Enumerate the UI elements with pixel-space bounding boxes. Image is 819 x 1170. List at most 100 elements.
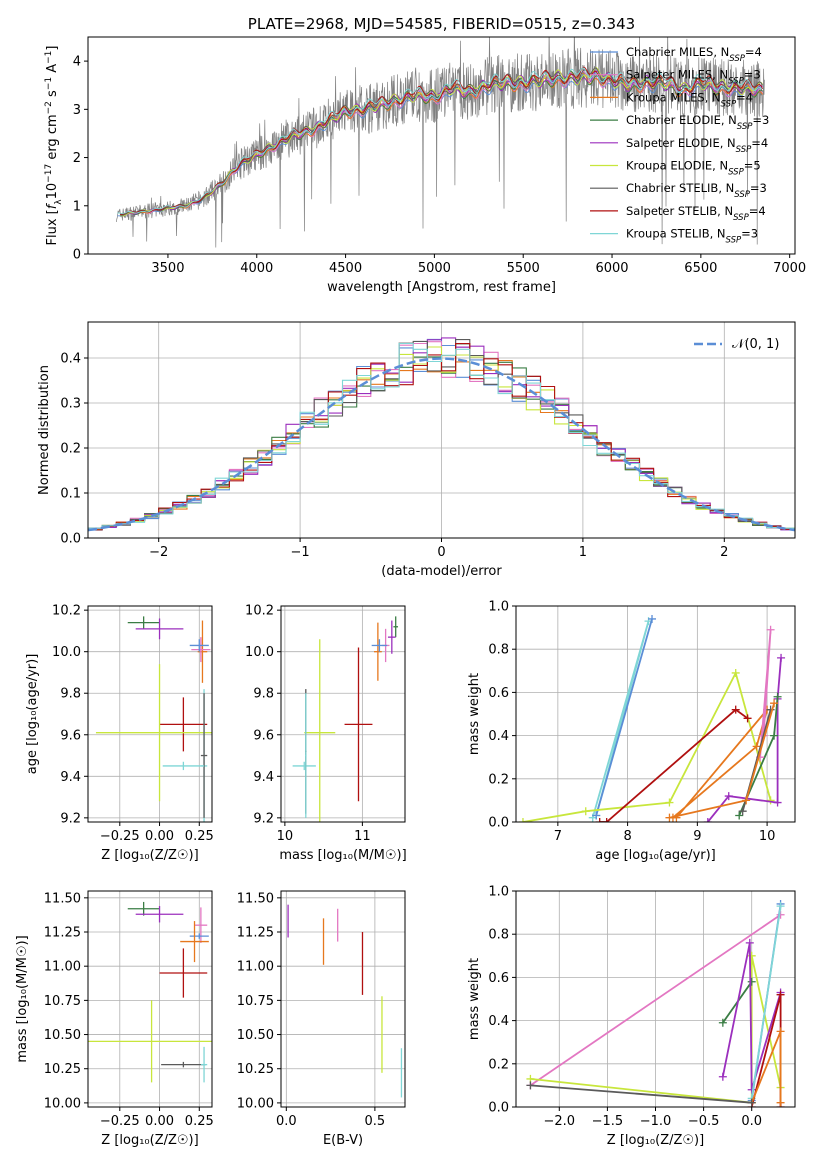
x-tick-label: 0.00 xyxy=(145,1114,174,1129)
x-axis-label: (data-model)/error xyxy=(381,564,502,579)
marker-plus xyxy=(724,792,733,801)
panel-residuals: −2 −1 0 1 2 0.0 0.1 0.2 0.3 0.4 (data-model)/error… xyxy=(37,321,796,579)
marker-plus xyxy=(776,1098,785,1107)
axes-frame xyxy=(280,605,406,823)
y-axis-label-part: −2 xyxy=(44,101,54,114)
marker-plus xyxy=(773,692,782,701)
x-tick-label: 1 xyxy=(579,545,587,560)
y-tick-label: 0.4 xyxy=(60,352,81,367)
mass-weight-line xyxy=(522,670,772,822)
marker-plus xyxy=(648,614,657,623)
x-axis-label: mass [log₁₀(M/M☉)] xyxy=(279,848,406,863)
legend-entry: Kroupa MILES, NSSP=4 xyxy=(626,90,753,109)
y-tick-label: 9.8 xyxy=(253,687,274,702)
x-tick-label: 0 xyxy=(437,545,445,560)
x-tick-label: 0.25 xyxy=(185,1114,214,1129)
x-tick-label: 11 xyxy=(354,829,371,844)
y-tick-label: 10.00 xyxy=(44,1096,81,1111)
marker-plus xyxy=(747,951,756,960)
legend-entry-value: =4 xyxy=(751,136,768,150)
panel-age_vs_mass: 10 11 9.2 9.4 9.6 9.8 10.0 10.2 mass [log₁₀(M/M☉… xyxy=(245,604,407,863)
legend-entry-value: =3 xyxy=(741,227,758,241)
legend-entry-subscript: SSP xyxy=(734,190,750,200)
x-tick-label: 0.00 xyxy=(145,829,174,844)
axes-frame xyxy=(280,890,406,1108)
y-axis-label-part: −1 xyxy=(44,77,54,90)
legend-entry-subscript: SSP xyxy=(721,99,737,109)
plot-area xyxy=(292,616,399,822)
legend-entry-subscript: SSP xyxy=(729,54,745,64)
mass-weight-line xyxy=(530,1084,752,1104)
x-tick-label: −0.25 xyxy=(100,829,140,844)
x-tick-label: 3500 xyxy=(151,261,184,276)
marker-plus xyxy=(718,1018,727,1027)
legend-entry-subscript: SSP xyxy=(726,236,742,246)
x-tick-label: −2 xyxy=(149,545,168,560)
x-tick-label: −0.5 xyxy=(688,1114,720,1129)
x-tick-label: 4000 xyxy=(240,261,273,276)
marker-plus xyxy=(665,798,674,807)
legend-entry-subscript: SSP xyxy=(737,122,753,132)
x-tick-label: −2.0 xyxy=(544,1114,576,1129)
x-tick-label: −1 xyxy=(291,545,310,560)
y-tick-label: 9.4 xyxy=(60,770,81,785)
y-axis-label-part: f xyxy=(45,202,60,209)
marker-plus xyxy=(743,714,752,723)
axes-frame xyxy=(87,36,796,255)
marker-plus xyxy=(592,811,601,820)
y-tick-label: 0.2 xyxy=(60,442,81,457)
x-tick-label: −0.25 xyxy=(100,1114,140,1129)
mass-weight-line xyxy=(591,620,650,818)
marker-plus xyxy=(776,1027,785,1036)
y-tick-label: 10.50 xyxy=(44,1028,81,1043)
x-tick-label: 6500 xyxy=(684,261,717,276)
marker-plus xyxy=(745,938,754,947)
y-tick-label: 0.6 xyxy=(488,686,509,701)
marker-plus xyxy=(742,796,751,805)
y-tick-label: 11.50 xyxy=(44,891,81,906)
marker-plus xyxy=(766,625,775,634)
panel-age_vs_Z: −0.25 0.00 0.25 9.2 9.4 9.6 9.8 10.0 10.2 Z [log₁… xyxy=(25,604,214,863)
x-tick-label: 0.25 xyxy=(185,829,214,844)
chart-title: PLATE=2968, MJD=54585, FIBERID=0515, z=0… xyxy=(248,15,635,33)
y-tick-label: 4 xyxy=(73,55,81,70)
y-tick-label: 9.8 xyxy=(60,687,81,702)
legend-entry-name: Kroupa STELIB, N xyxy=(626,227,726,241)
y-tick-label: 0.0 xyxy=(488,816,509,831)
y-axis-label-part: −1 xyxy=(44,51,54,64)
y-tick-label: 0.3 xyxy=(60,397,81,412)
legend-entry-name: Chabrier ELODIE, N xyxy=(626,113,737,127)
marker-plus xyxy=(718,1072,727,1081)
x-axis-label: E(B-V) xyxy=(323,1133,363,1148)
y-tick-label: 0.1 xyxy=(60,487,81,502)
marker-plus xyxy=(747,977,756,986)
legend-entry-name: Salpeter STELIB, N xyxy=(626,204,733,218)
x-axis-label: wavelength [Angstrom, rest frame] xyxy=(327,280,556,295)
y-tick-label: 0 xyxy=(73,248,81,263)
marker-plus xyxy=(526,1081,535,1090)
marker-plus xyxy=(731,705,740,714)
y-axis-label-part: 10 xyxy=(45,183,60,200)
y-tick-label: 11.00 xyxy=(237,960,274,975)
axes-frame xyxy=(87,890,213,1108)
y-tick-label: 10.0 xyxy=(52,645,81,660)
y-tick-label: 10.2 xyxy=(245,604,274,619)
x-tick-label: 0.5 xyxy=(365,1114,386,1129)
legend-entry: Kroupa ELODIE, NSSP=5 xyxy=(626,159,761,178)
marker-plus xyxy=(581,807,590,816)
marker-plus xyxy=(738,807,747,816)
marker-plus xyxy=(770,699,779,708)
y-tick-label: 11.50 xyxy=(237,891,274,906)
y-tick-label: 2 xyxy=(73,151,81,166)
plot-area xyxy=(88,337,795,532)
y-axis-label-part: erg cm xyxy=(45,114,60,163)
marker-plus xyxy=(776,902,785,911)
marker-plus xyxy=(735,811,744,820)
legend-entry-subscript: SSP xyxy=(728,168,744,178)
x-tick-label: 5500 xyxy=(507,261,540,276)
y-tick-label: 0.2 xyxy=(488,772,509,787)
y-tick-label: 10.0 xyxy=(245,645,274,660)
x-tick-label: 2 xyxy=(720,545,728,560)
plot-area xyxy=(116,37,765,248)
